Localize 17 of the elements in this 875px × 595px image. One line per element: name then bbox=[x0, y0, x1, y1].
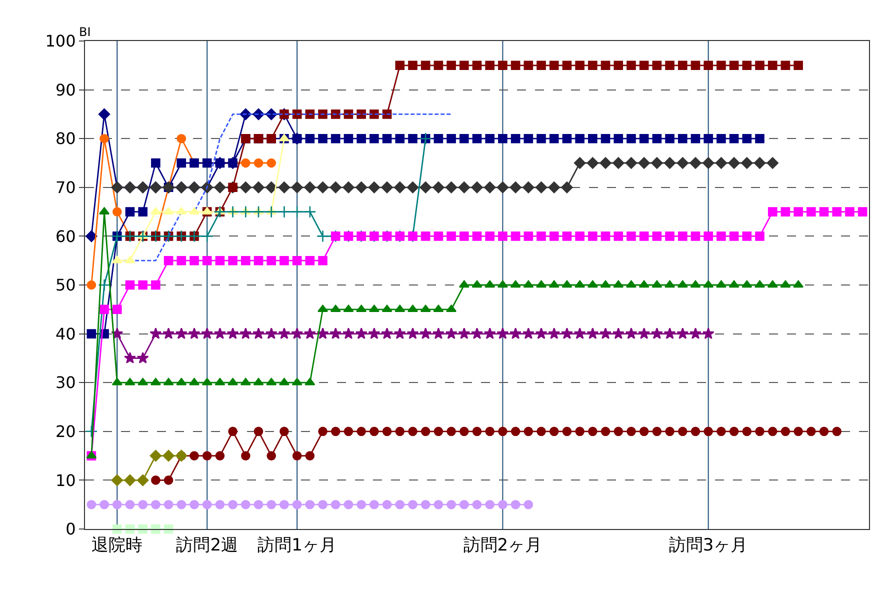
x-tick-label: 訪問2週 bbox=[176, 535, 238, 556]
y-tick-label: 70 bbox=[55, 178, 76, 197]
y-tick-label: 10 bbox=[55, 470, 76, 490]
x-tick-label: 訪問1ヶ月 bbox=[258, 535, 336, 556]
y-tick-label: 60 bbox=[55, 226, 76, 246]
y-axis-title: BI bbox=[79, 25, 91, 39]
x-tick-label: 訪問3ヶ月 bbox=[668, 535, 748, 556]
x-tick-label: 退院時 bbox=[92, 535, 143, 556]
y-tick-label: 80 bbox=[55, 129, 76, 148]
y-tick-label: 30 bbox=[55, 373, 76, 392]
x-tick-label: 訪問2ヶ月 bbox=[463, 535, 542, 556]
y-tick-label: 90 bbox=[55, 80, 76, 100]
y-tick-label: 50 bbox=[55, 276, 76, 295]
y-tick-label: 0 bbox=[66, 520, 76, 539]
y-tick-label: 20 bbox=[55, 422, 76, 441]
y-tick-label: 40 bbox=[55, 324, 76, 344]
y-tick-label: 100 bbox=[45, 32, 76, 51]
